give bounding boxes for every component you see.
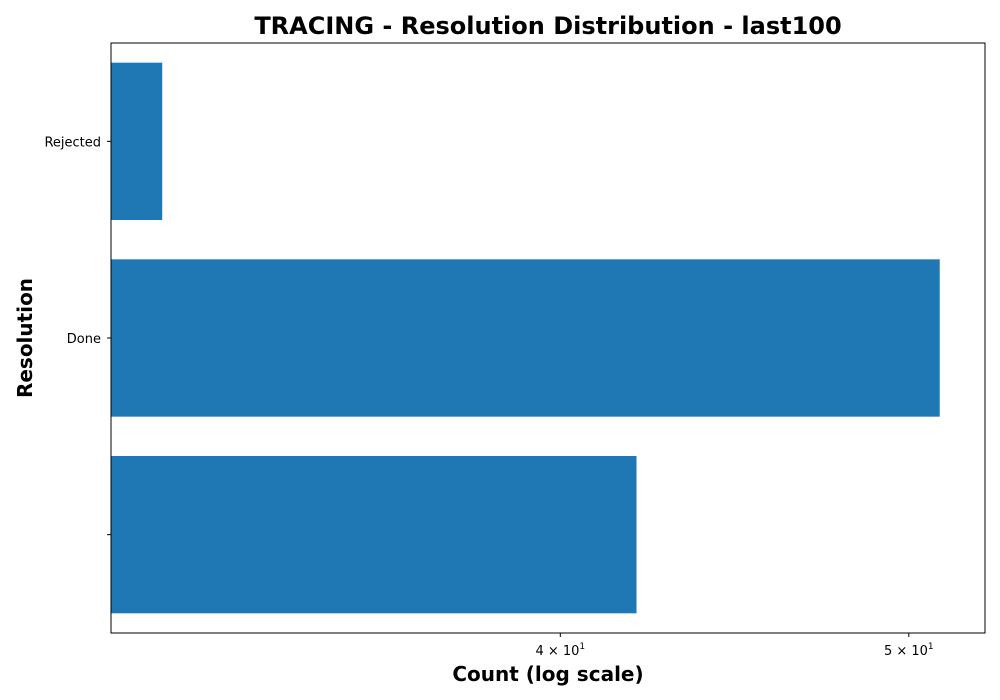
chart-title: TRACING - Resolution Distribution - last… bbox=[254, 12, 841, 40]
y-tick-label: Rejected bbox=[44, 135, 101, 150]
y-axis-label: Resolution bbox=[13, 278, 37, 398]
bar-rejected bbox=[111, 62, 163, 220]
y-tick-label: Done bbox=[67, 332, 101, 347]
x-tick-label: 4 × 101 bbox=[535, 642, 585, 659]
x-axis-ticks: 4 × 101 5 × 101 bbox=[535, 633, 934, 659]
bar-done bbox=[111, 259, 940, 417]
x-axis-label: Count (log scale) bbox=[452, 662, 643, 686]
bar-unlabeled bbox=[111, 456, 637, 614]
y-axis-ticks: Done Rejected bbox=[44, 135, 111, 536]
bars-group bbox=[111, 62, 940, 614]
plot-frame bbox=[110, 42, 986, 634]
x-tick-label: 5 × 101 bbox=[884, 642, 934, 659]
